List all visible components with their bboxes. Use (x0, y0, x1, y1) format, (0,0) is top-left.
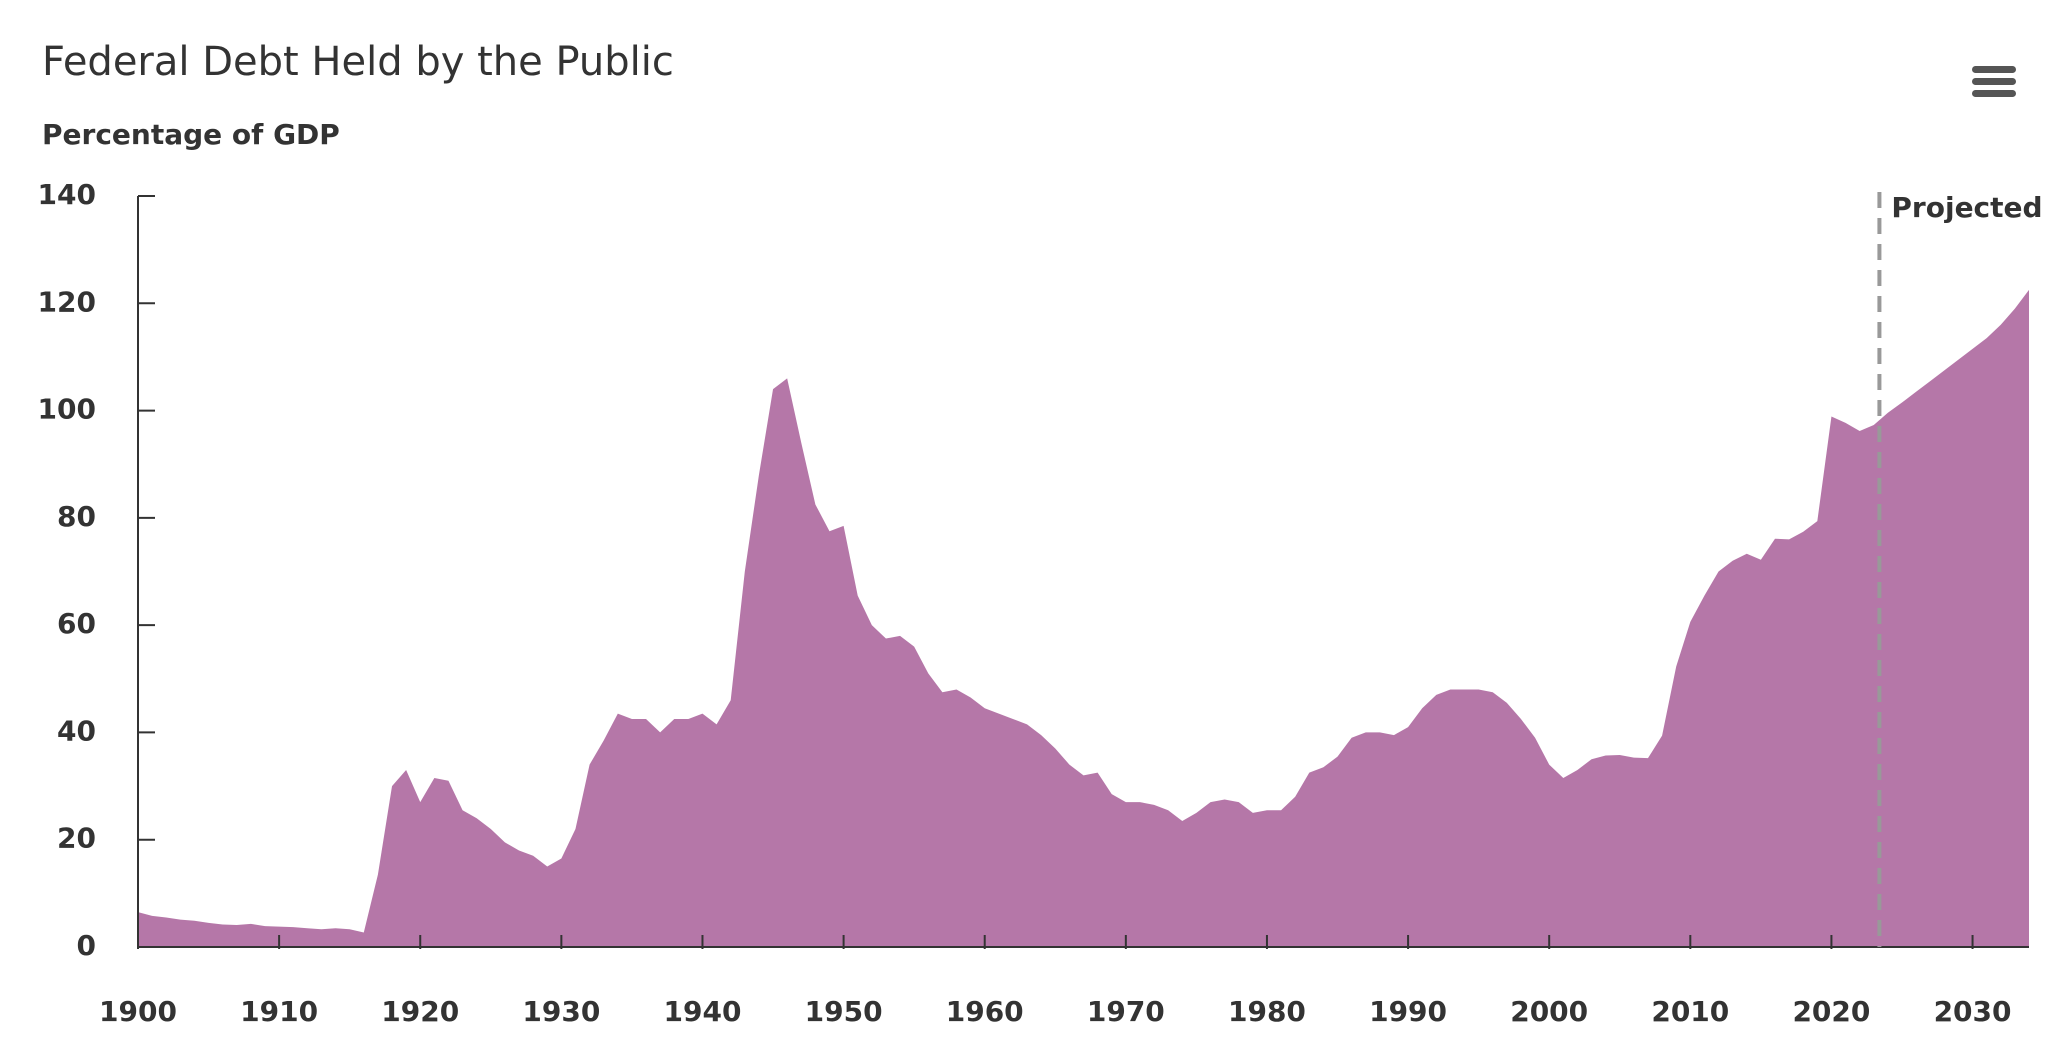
y-tick-label: 0 (77, 929, 96, 962)
x-tick-label: 1970 (1087, 995, 1165, 1028)
x-tick-label: 1920 (381, 995, 459, 1028)
x-tick-label: 2010 (1651, 995, 1729, 1028)
y-tick-label: 140 (38, 178, 96, 211)
x-tick-label: 1910 (240, 995, 318, 1028)
x-tick-label: 1900 (99, 995, 177, 1028)
x-tick-label: 1990 (1369, 995, 1447, 1028)
menu-bar (1972, 90, 2016, 97)
x-tick-label: 1940 (664, 995, 742, 1028)
x-tick-label: 1980 (1228, 995, 1306, 1028)
area (138, 289, 2029, 947)
x-tick-label: 2030 (1934, 995, 2012, 1028)
chart-title: Federal Debt Held by the Public (42, 39, 674, 85)
x-tick-label: 1950 (805, 995, 883, 1028)
menu-bar (1972, 66, 2016, 73)
annotation: Projected (1891, 191, 2042, 224)
x-tick-label: 1930 (522, 995, 600, 1028)
x-tick-label: 1960 (946, 995, 1024, 1028)
x-tick-label: 2000 (1510, 995, 1588, 1028)
menu-button[interactable] (1972, 66, 2016, 97)
y-tick-label: 120 (38, 285, 96, 318)
y-tick-label: 20 (57, 822, 96, 855)
menu-bar (1972, 78, 2016, 85)
y-tick-label: 80 (57, 500, 96, 533)
x-tick-label: 2020 (1792, 995, 1870, 1028)
y-tick-label: 40 (57, 714, 96, 747)
chart-subtitle: Percentage of GDP (42, 118, 340, 151)
y-tick-label: 60 (57, 607, 96, 640)
y-tick-label: 100 (38, 393, 96, 426)
